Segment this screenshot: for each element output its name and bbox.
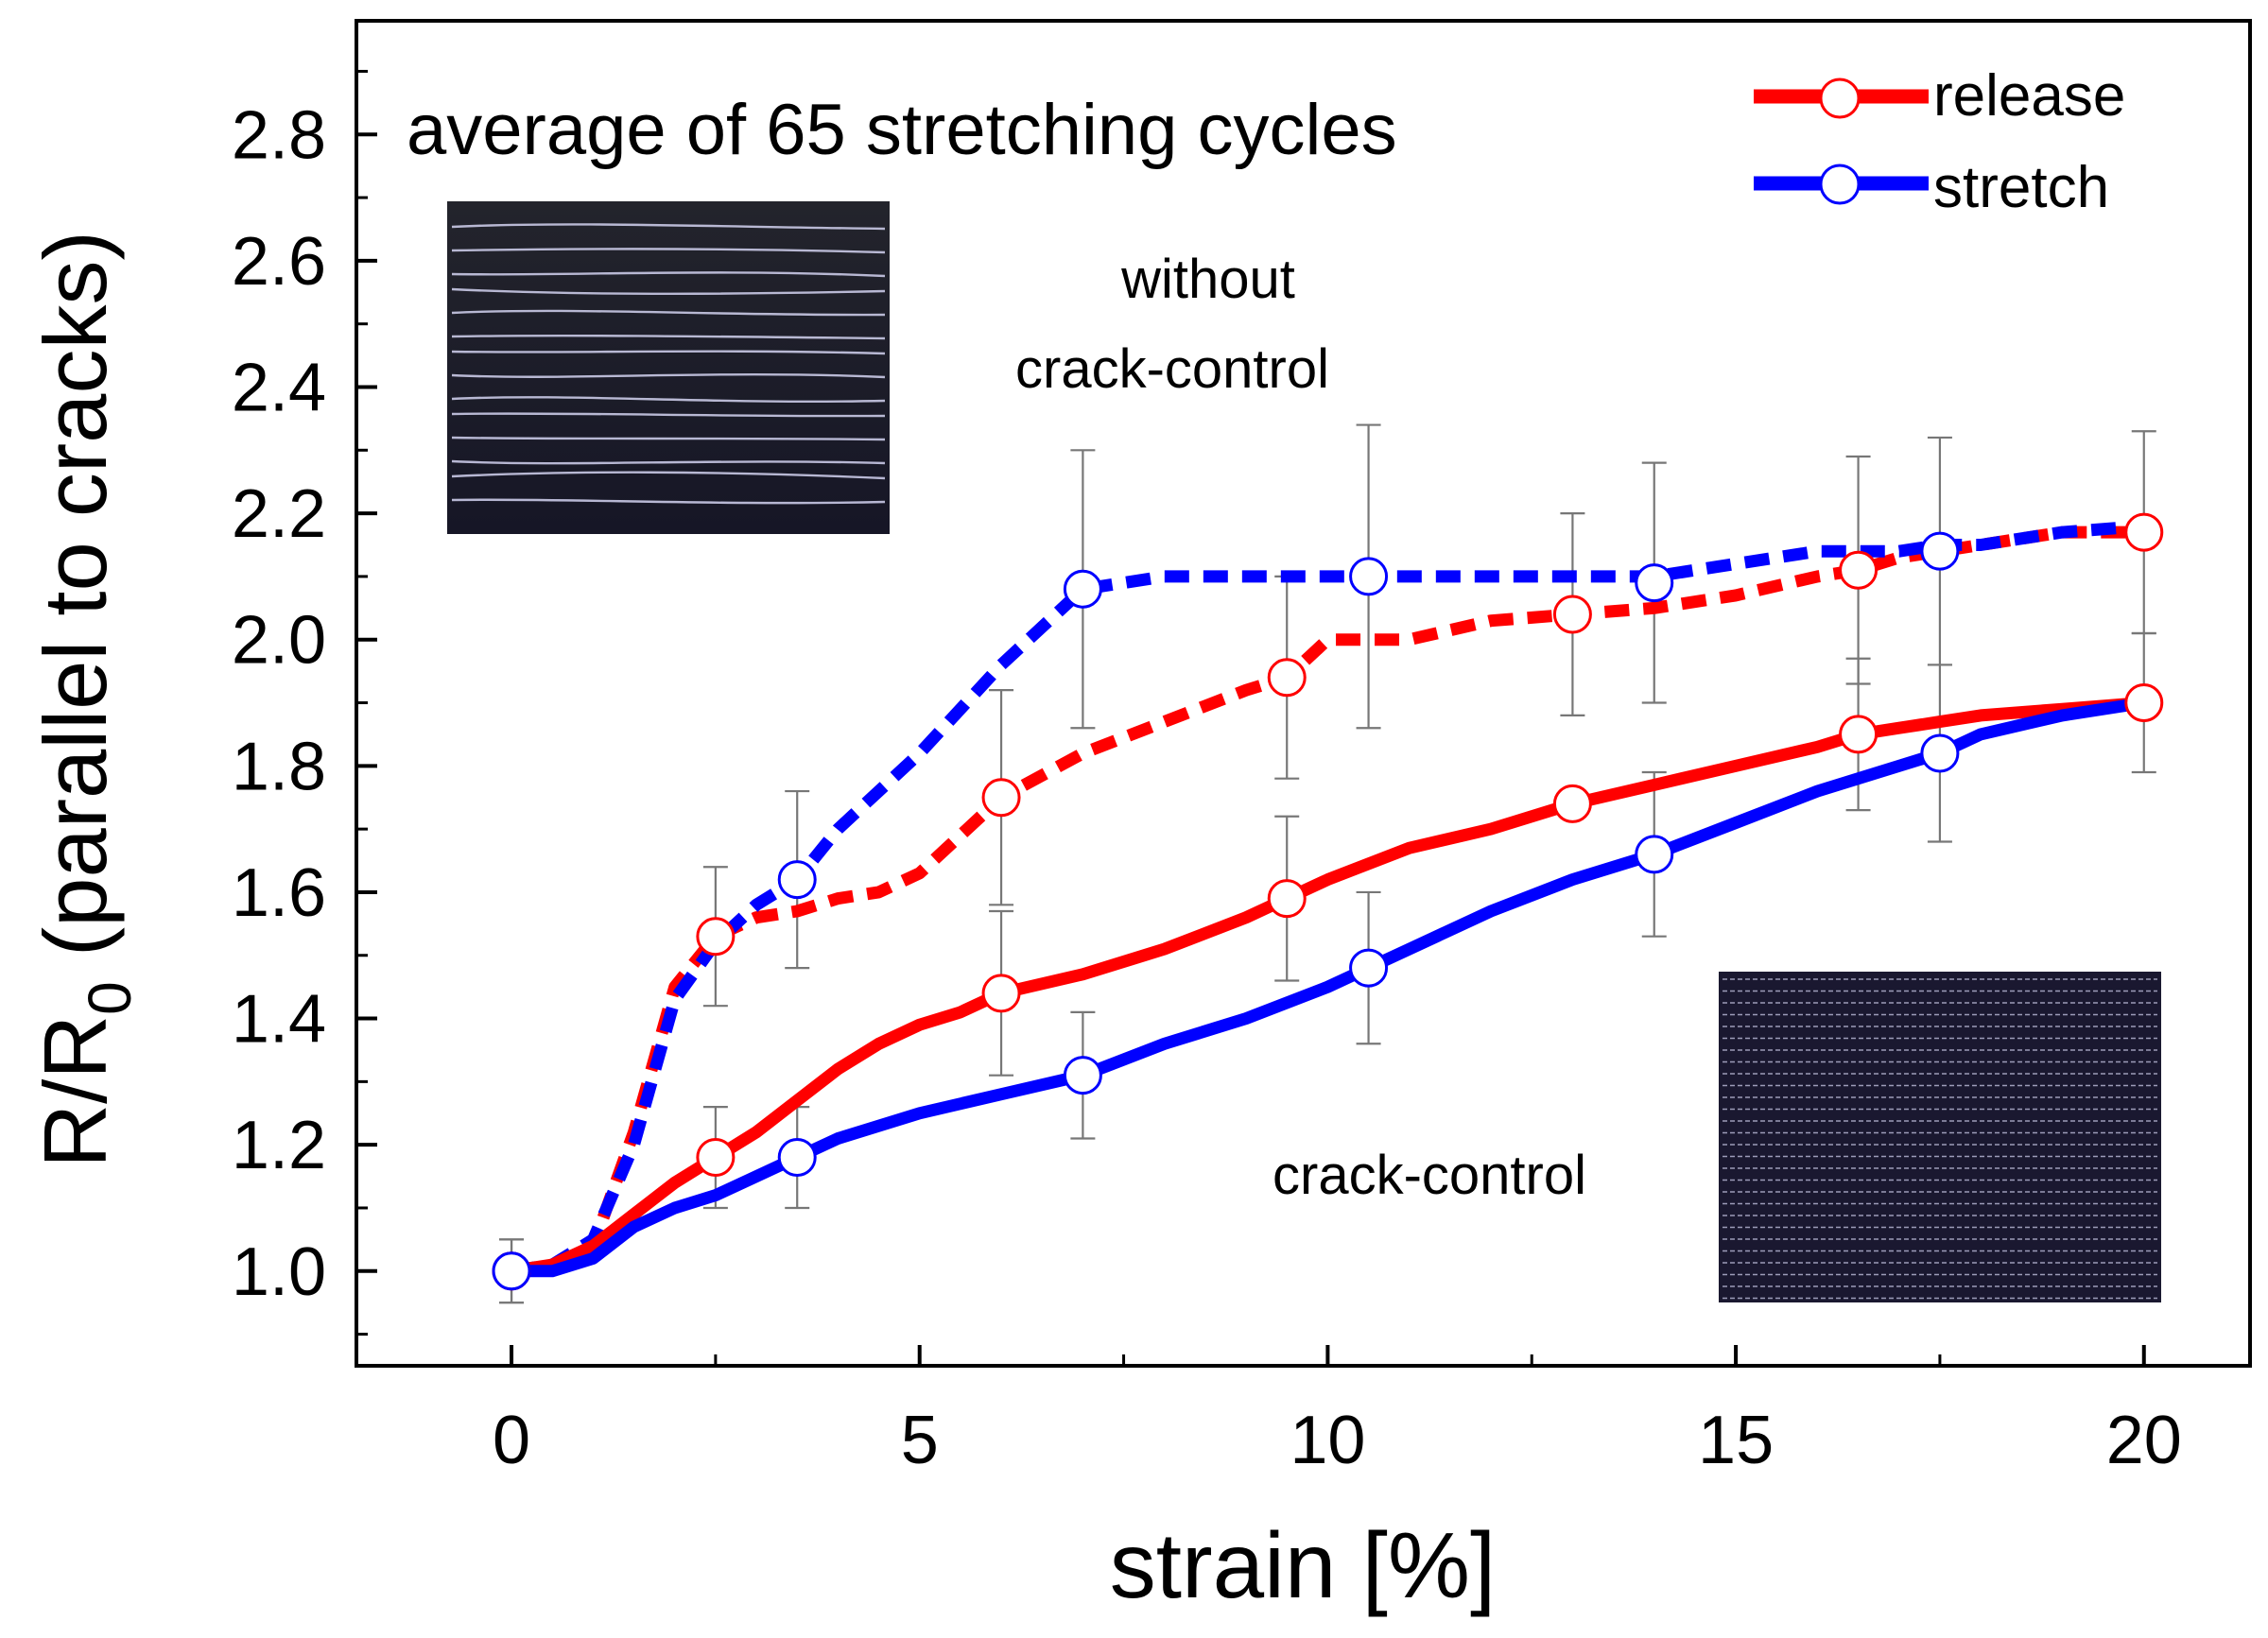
y-tick-label: 1.2 — [232, 1108, 326, 1183]
data-point-release — [1552, 595, 1592, 634]
plot-frame — [355, 19, 2252, 1368]
crack-line — [451, 309, 886, 317]
x-tick-label: 0 — [493, 1403, 530, 1478]
data-point-release — [1839, 550, 1878, 590]
data-point-release — [1552, 784, 1592, 823]
data-point-stretch — [777, 1138, 817, 1178]
data-point-release — [1267, 879, 1307, 919]
crack-line — [451, 334, 886, 340]
y-tick-label: 2.8 — [232, 97, 326, 173]
annotation-without-line1: without — [1120, 249, 1295, 310]
x-tick-label: 15 — [1698, 1403, 1774, 1478]
y-tick-label: 2.2 — [232, 476, 326, 552]
crack-line — [451, 271, 886, 278]
data-point-release — [1839, 715, 1878, 754]
legend-label-release: release — [1933, 63, 2125, 129]
data-point-release — [696, 917, 736, 957]
crack-line — [451, 396, 886, 404]
data-point-release — [2124, 683, 2164, 723]
x-axis: 0 5 10 15 20 — [493, 1345, 2182, 1478]
x-tick-label: 5 — [901, 1403, 939, 1478]
y-tick-label: 1.6 — [232, 855, 326, 931]
data-point-stretch — [1920, 531, 1960, 571]
inset-image-without-crack-control — [447, 201, 890, 534]
data-point-release — [1267, 658, 1307, 698]
y-tick-label: 1.8 — [232, 729, 326, 804]
crack-line — [451, 471, 886, 480]
crack-line — [451, 412, 886, 418]
data-point-stretch — [1349, 557, 1389, 596]
series-line-stretch-crack-control — [511, 697, 2145, 1278]
legend-marker-release — [1819, 78, 1861, 119]
crack-line — [451, 350, 886, 355]
x-axis-label: strain [%] — [1110, 1513, 1496, 1617]
annotation-without-line2: crack-control — [1015, 338, 1329, 400]
crack-line — [451, 287, 886, 295]
data-point-release — [696, 1138, 736, 1178]
y-axis: 1.0 1.2 1.4 1.6 1.8 2.0 2.2 2.4 2.6 2.8 — [232, 69, 377, 1336]
y-tick-label: 1.4 — [232, 982, 326, 1058]
y-tick-label: 2.4 — [232, 350, 326, 425]
data-point-stretch — [1920, 733, 1960, 773]
y-axis-label-main: R/R — [26, 1015, 125, 1168]
y-axis-label-rest: (parallel to cracks) — [26, 231, 125, 981]
data-point-stretch — [1635, 835, 1674, 874]
data-point-release — [981, 778, 1021, 818]
crack-line — [451, 248, 886, 254]
x-tick-label: 10 — [1290, 1403, 1365, 1478]
data-point-stretch — [777, 860, 817, 900]
legend-marker-stretch — [1819, 164, 1861, 205]
data-point-stretch — [492, 1251, 531, 1291]
data-point-release — [981, 974, 1021, 1013]
crack-line — [451, 372, 886, 379]
crack-line — [451, 223, 886, 231]
series-markers — [492, 512, 2164, 1291]
annotation-crack-control: crack-control — [1273, 1145, 1586, 1206]
crack-line — [451, 436, 886, 441]
y-tick-label: 2.6 — [232, 224, 326, 300]
inset-image-crack-control — [1719, 972, 2161, 1302]
y-axis-label-subscript: 0 — [76, 981, 144, 1015]
y-tick-label: 1.0 — [232, 1234, 326, 1310]
crack-line — [451, 498, 886, 505]
data-point-stretch — [1635, 563, 1674, 603]
series-line-stretch-without-crack-control — [511, 520, 2145, 1278]
data-point-stretch — [1063, 569, 1102, 609]
chart-title: average of 65 stretching cycles — [407, 90, 1397, 170]
x-tick-label: 20 — [2106, 1403, 2182, 1478]
legend-label-stretch: stretch — [1933, 155, 2109, 220]
legend: release stretch — [1754, 63, 2125, 220]
data-point-stretch — [1349, 948, 1389, 988]
data-point-stretch — [1063, 1056, 1102, 1095]
y-tick-label: 2.0 — [232, 603, 326, 679]
data-point-release — [2124, 512, 2164, 552]
crack-line — [451, 459, 886, 465]
y-axis-label: R/R0 (parallel to cracks) — [26, 231, 144, 1167]
